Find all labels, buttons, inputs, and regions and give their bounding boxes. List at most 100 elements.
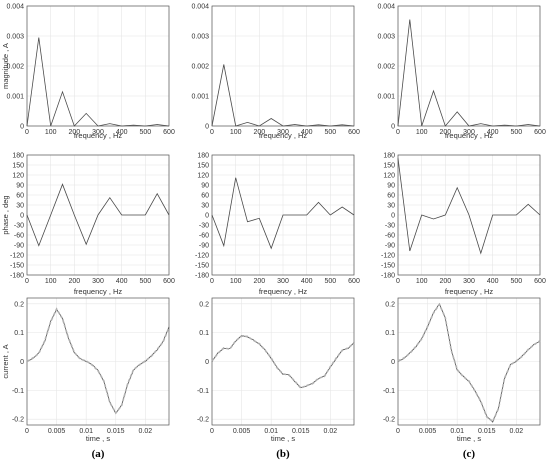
phase-a-ytick-label: 120	[12, 173, 24, 180]
phase-c-ytick-label: 30	[387, 203, 395, 210]
phase-b-ytick-label: 150	[197, 163, 209, 170]
phase-a-ytick-label: -30	[14, 223, 24, 230]
current-b-xtick-label: 0.01	[264, 428, 278, 435]
current-a-ytick-label: 0	[20, 359, 24, 366]
magnitude-b-ytick-label: 0.001	[191, 94, 209, 101]
phase-b-xtick-label: 300	[277, 278, 289, 285]
current-a-xtick-label: 0.015	[107, 428, 125, 435]
phase-a-ytick-label: 60	[16, 193, 24, 200]
current-c-ytick-label: -0.2	[383, 417, 395, 424]
magnitude-b-ytick-label: 0.003	[191, 34, 209, 41]
current-a-series-dashed	[26, 307, 170, 415]
phase-b-ytick-label: 120	[197, 173, 209, 180]
phase-b-ytick-label: 0	[205, 213, 209, 220]
current-c-xtick-label: 0.01	[450, 428, 464, 435]
current-c-xtick-label: 0.005	[419, 428, 437, 435]
phase-a-xtick-label: 100	[45, 278, 57, 285]
phase-b-xtick-label: 500	[324, 278, 336, 285]
magnitude-c-xtick-label: 500	[510, 129, 522, 136]
phase-b-xtick-label: 0	[210, 278, 214, 285]
current-a-ytick-label: 0.1	[14, 330, 24, 337]
magnitude-c-xtick-label: 100	[416, 129, 428, 136]
current-a-ytick-label: 0.2	[14, 301, 24, 308]
phase-c-ytick-label: -90	[385, 243, 395, 250]
current-b-xlabel: time , s	[271, 434, 295, 443]
phase-c-ytick-label: -150	[381, 263, 395, 270]
phase-b-xtick-label: 200	[253, 278, 265, 285]
magnitude-a-xtick-label: 200	[68, 129, 80, 136]
phase-c-ytick-label: 90	[387, 183, 395, 190]
magnitude-a-ytick-label: 0.001	[6, 94, 24, 101]
magnitude-a-ytick-label: 0	[20, 124, 24, 131]
current-a-ytick-label: -0.2	[12, 417, 24, 424]
current-b-ytick-label: 0	[205, 359, 209, 366]
magnitude-c-series-line	[397, 19, 541, 127]
current-a-xlabel: time , s	[86, 434, 110, 443]
current-a-xtick-label: 0	[25, 428, 29, 435]
current-a-xtick-label: 0.01	[79, 428, 93, 435]
current-a-xtick-label: 0.02	[139, 428, 153, 435]
phase-c-xtick-label: 400	[487, 278, 499, 285]
current-b-xtick-label: 0.005	[233, 428, 251, 435]
magnitude-a-ytick-label: 0.004	[6, 4, 24, 11]
current-c-xtick-label: 0.02	[510, 428, 524, 435]
panel-label-b: (b)	[276, 448, 290, 460]
phase-b-ytick-label: 30	[201, 203, 209, 210]
magnitude-b-xtick-label: 300	[277, 129, 289, 136]
phase-b-ytick-label: -150	[195, 263, 209, 270]
phase-a-ytick-label: 180	[12, 153, 24, 160]
current-c-ytick-label: -0.1	[383, 388, 395, 395]
magnitude-c-xtick-label: 0	[396, 129, 400, 136]
magnitude-a-ylabel: magnitude , A	[1, 43, 10, 89]
phase-c-ytick-label: 120	[383, 173, 395, 180]
current-c-xtick-label: 0	[396, 428, 400, 435]
current-b-ytick-label: -0.1	[197, 388, 209, 395]
phase-b-series-line	[211, 177, 355, 250]
magnitude-c-xtick-label: 200	[439, 129, 451, 136]
phase-c-xtick-label: 100	[416, 278, 428, 285]
magnitude-c-xtick-label: 600	[534, 129, 546, 136]
magnitude-c-xtick-label: 300	[463, 129, 475, 136]
current-a-ylabel: current , A	[1, 344, 10, 378]
magnitude-c-ytick-label: 0.004	[377, 4, 395, 11]
magnitude-c-ytick-label: 0.002	[377, 64, 395, 71]
phase-c-series-line	[397, 158, 541, 255]
magnitude-c-ytick-label: 0.001	[377, 94, 395, 101]
magnitude-a-xtick-label: 600	[163, 129, 175, 136]
phase-b-ytick-label: -30	[199, 223, 209, 230]
magnitude-a-ytick-label: 0.003	[6, 34, 24, 41]
phase-a-ytick-label: -180	[10, 273, 24, 280]
magnitude-a-xtick-label: 300	[92, 129, 104, 136]
phase-b-xtick-label: 600	[348, 278, 360, 285]
magnitude-b-ytick-label: 0.004	[191, 4, 209, 11]
current-a-xtick-label: 0.005	[48, 428, 66, 435]
magnitude-b-xtick-label: 400	[301, 129, 313, 136]
magnitude-a-xtick-label: 100	[45, 129, 57, 136]
magnitude-c-xtick-label: 400	[487, 129, 499, 136]
current-b-xtick-label: 0.02	[324, 428, 338, 435]
phase-a-ytick-label: -90	[14, 243, 24, 250]
current-b-xtick-label: 0	[210, 428, 214, 435]
magnitude-b-xtick-label: 600	[348, 129, 360, 136]
phase-a-xtick-label: 500	[139, 278, 151, 285]
magnitude-a-xtick-label: 0	[25, 129, 29, 136]
phase-c-xtick-label: 300	[463, 278, 475, 285]
current-c-series-dashed	[397, 302, 541, 423]
magnitude-b-series-line	[211, 64, 355, 127]
current-b-ytick-label: 0.1	[199, 330, 209, 337]
phase-a-ylabel: phase , deg	[1, 195, 10, 234]
current-c-xtick-label: 0.015	[478, 428, 496, 435]
magnitude-c-ytick-label: 0	[391, 124, 395, 131]
phase-a-xtick-label: 600	[163, 278, 175, 285]
current-c-ytick-label: 0.2	[385, 301, 395, 308]
current-b-ytick-label: 0.2	[199, 301, 209, 308]
phase-b-xtick-label: 100	[230, 278, 242, 285]
magnitude-c-ytick-label: 0.003	[377, 34, 395, 41]
current-c-ytick-label: 0.1	[385, 330, 395, 337]
phase-b-ytick-label: 60	[201, 193, 209, 200]
phase-c-xlabel: frequency , Hz	[445, 287, 494, 296]
phase-b-ytick-label: -90	[199, 243, 209, 250]
phase-b-xlabel: frequency , Hz	[259, 287, 308, 296]
